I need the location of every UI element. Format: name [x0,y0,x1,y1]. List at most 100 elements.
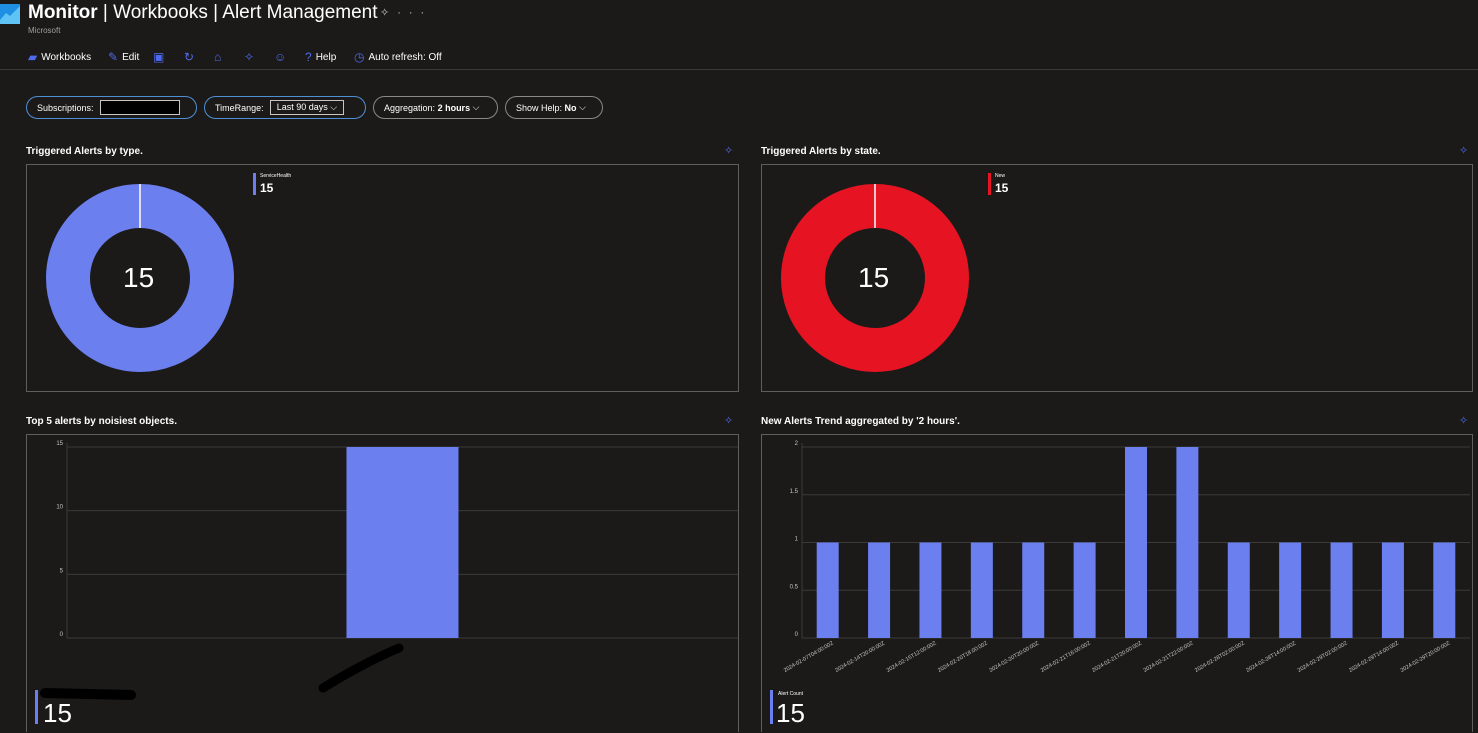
redaction-mark [318,643,404,693]
donut-by-state [781,184,969,372]
legend-color-swatch [988,173,991,195]
bar [1381,542,1404,638]
chevron-down-icon: ⌵ [472,102,480,112]
legend-color-swatch [253,173,256,195]
y-tick-label: 10 [56,505,63,511]
publisher-label: Microsoft [28,26,61,35]
save-button[interactable]: ▣ [153,50,164,64]
panel-title-by-type: Triggered Alerts by type. [26,146,143,157]
x-tick-label: 2024-02-29T20:00:00Z [1400,640,1452,674]
noisiest-total: 15 [43,698,72,728]
y-tick-label: 5 [60,568,64,574]
x-tick-label: 2024-02-07T04:00:00Z [783,640,835,674]
x-tick-label: 2024-02-21T22:00:00Z [1143,640,1195,674]
header: Monitor | Workbooks | Alert Management M… [0,0,1478,40]
x-tick-label: 2024-02-21T20:00:00Z [1091,640,1143,674]
clock-icon: ◷ [354,50,365,64]
timerange-value[interactable]: Last 90 days ⌵ [269,100,345,115]
legend-name: Alert Count [778,691,804,697]
monitor-logo-icon [0,4,20,24]
show-help-dropdown[interactable]: Show Help: No ⌵ [505,96,603,119]
subscriptions-dropdown[interactable]: Subscriptions: [26,96,197,119]
x-tick-label: 2024-02-14T20:00:00Z [834,640,886,674]
bar [1279,542,1302,638]
panel-title-trend: New Alerts Trend aggregated by '2 hours'… [761,416,960,427]
panel-title-by-state: Triggered Alerts by state. [761,146,881,157]
y-tick-label: 1 [795,537,799,543]
pin-icon: ✧ [244,50,255,64]
bar [1330,542,1353,638]
chevron-down-icon: ⌵ [330,102,338,112]
legend-color-swatch [770,690,773,724]
y-tick-label: 0.5 [790,584,799,590]
help-button[interactable]: ? Help [305,50,337,64]
y-tick-label: 0 [795,632,799,638]
pin-icon[interactable]: ✧ [380,7,398,19]
legend-value: 15 [995,181,1009,195]
subscriptions-value[interactable] [99,100,180,115]
x-tick-label: 2024-02-15T12:00:00Z [886,640,938,674]
share-button[interactable]: ⌂ [214,50,221,64]
edit-icon: ✎ [108,50,119,64]
timerange-dropdown[interactable]: TimeRange: Last 90 days ⌵ [204,96,366,119]
panel-noisiest: 0 5 10 15 15 [26,434,739,732]
legend-name: ServiceHealth [260,173,292,179]
y-tick-label: 2 [795,441,799,447]
bar [919,542,942,638]
y-tick-label: 0 [60,632,64,638]
pin-icon[interactable]: ✧ [1459,145,1469,157]
aggregation-dropdown[interactable]: Aggregation: 2 hours ⌵ [373,96,498,119]
legend-name: New [995,173,1006,179]
bar [816,542,839,638]
x-tick-label: 2024-02-21T16:00:00Z [1040,640,1092,674]
save-icon: ▣ [153,50,165,64]
bar [1433,542,1456,638]
panel-title-noisiest: Top 5 alerts by noisiest objects. [26,416,177,427]
parameters-bar: Subscriptions: TimeRange: Last 90 days ⌵… [0,96,1478,120]
x-tick-label: 2024-02-28T02:00:00Z [1194,640,1246,674]
bar [1176,447,1199,638]
bar [346,447,459,638]
x-tick-label: 2024-02-28T14:00:00Z [1245,640,1297,674]
bar [1125,447,1147,638]
refresh-icon: ↻ [184,50,195,64]
bar [1227,542,1250,638]
chevron-down-icon: ⌵ [579,102,586,112]
x-tick-label: 2024-02-20T20:00:00Z [989,640,1041,674]
panel-by-type: 15 ServiceHealth 15 [26,164,739,392]
pin-icon[interactable]: ✧ [724,415,734,427]
bar [1073,542,1096,638]
y-tick-label: 1.5 [790,489,799,495]
trend-total: 15 [776,698,805,728]
more-icon[interactable]: ··· [397,7,433,19]
share-icon: ⌂ [214,50,222,64]
x-tick-label: 2024-02-20T18:00:00Z [937,640,989,674]
x-tick-label: 2024-02-29T02:00:00Z [1297,640,1349,674]
legend-color-swatch [35,690,38,724]
title-actions[interactable]: ✧··· [380,6,432,19]
feedback-button[interactable]: ☺ [274,50,286,64]
panel-by-state: 15 New 15 [761,164,1473,392]
noisiest-bar-chart: 0 5 10 15 [40,441,738,700]
help-icon: ? [305,50,312,64]
bar [1022,542,1045,638]
donut-center-value: 15 [858,262,890,293]
pin-icon[interactable]: ✧ [724,145,734,157]
page-title: Monitor | Workbooks | Alert Management [28,2,378,23]
trend-bar-chart: 0 0.5 1 1.5 2 2024-02-07T04:00:00Z 2024-02-14T… [783,441,1470,674]
x-tick-label: 2024-02-29T14:00:00Z [1348,640,1400,674]
pin-button[interactable]: ✧ [244,50,254,64]
workbooks-button[interactable]: ▰ Workbooks [28,50,92,64]
auto-refresh-button[interactable]: ◷ Auto refresh: Off [354,50,442,64]
pin-icon[interactable]: ✧ [1459,415,1469,427]
refresh-button[interactable]: ↻ [184,50,194,64]
redaction-mark [40,688,136,700]
workbooks-icon: ▰ [28,50,38,64]
smiley-icon: ☺ [274,50,287,64]
donut-center-value: 15 [123,262,155,293]
y-tick-label: 15 [56,441,63,447]
donut-by-type [46,184,234,372]
edit-button[interactable]: ✎ Edit [108,50,140,64]
legend-value: 15 [260,181,274,195]
bar [970,542,993,638]
